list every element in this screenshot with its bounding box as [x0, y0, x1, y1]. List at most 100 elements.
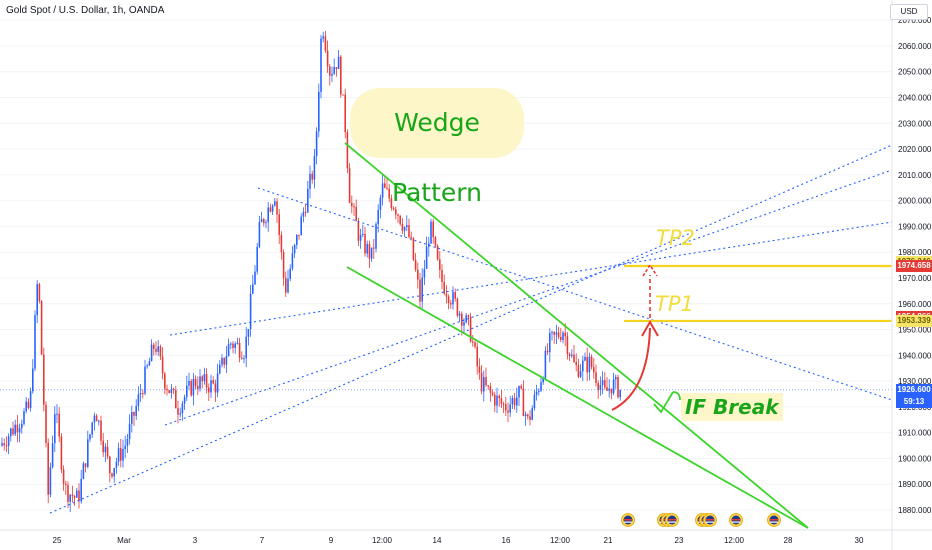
trend-lines — [0, 144, 893, 514]
candle-body — [386, 187, 388, 189]
candle-body — [313, 156, 316, 180]
us-flag-event-icon[interactable] — [695, 513, 717, 527]
candle-body — [210, 380, 212, 393]
candle-body — [531, 408, 533, 420]
candle-body — [434, 237, 437, 246]
candle-body — [144, 366, 146, 394]
y-tick-label: 1940.000 — [898, 351, 932, 360]
candle-body — [293, 244, 296, 254]
candlesticks — [1, 30, 621, 513]
candle-body — [461, 313, 463, 326]
candle-body — [573, 354, 575, 363]
currency-button[interactable]: USD — [890, 4, 928, 20]
candle-body — [509, 404, 511, 413]
us-flag-event-icon[interactable] — [767, 513, 781, 527]
price-tag: 1974.658 — [896, 259, 932, 272]
fan-line-steep — [49, 144, 893, 514]
candle-body — [551, 331, 553, 334]
candle-body — [43, 354, 45, 405]
candle-body — [465, 315, 467, 323]
candle-body — [390, 198, 393, 209]
us-flag-event-icon[interactable] — [729, 513, 743, 527]
candle-body — [219, 364, 221, 374]
candle-body — [124, 445, 126, 450]
candle-body — [25, 401, 27, 412]
candle-body — [36, 284, 38, 316]
wedge-lines — [344, 142, 809, 529]
candle-body — [150, 344, 153, 362]
candle-body — [104, 446, 107, 453]
candle-body — [113, 468, 115, 477]
candle-body — [458, 313, 461, 316]
candle-body — [423, 268, 426, 278]
candle-body — [54, 414, 56, 444]
candle-body — [318, 91, 320, 132]
candle-body — [161, 356, 164, 374]
y-tick-label: 2000.000 — [898, 197, 932, 206]
candle-body — [566, 336, 569, 354]
check-mark-icon — [653, 391, 681, 414]
flag-stripe — [668, 521, 676, 523]
candle-body — [362, 233, 364, 235]
candle-body — [443, 282, 445, 294]
candle-body — [322, 36, 324, 39]
candle-body — [166, 388, 168, 391]
candle-body — [194, 378, 197, 386]
candle-body — [518, 385, 520, 398]
price-axis[interactable]: 1880.0001890.0001900.0001910.0001920.000… — [891, 0, 932, 550]
candle-body — [606, 387, 608, 391]
candle-body — [214, 383, 217, 393]
candle-body — [197, 385, 199, 389]
candle-body — [225, 356, 228, 365]
candle-body — [89, 434, 91, 440]
candle-body — [181, 403, 184, 414]
candle-body — [256, 246, 258, 272]
candle-body — [480, 372, 483, 392]
us-flag-event-icon[interactable] — [621, 513, 635, 527]
candle-body — [201, 376, 203, 382]
candle-body — [203, 374, 206, 382]
time-axis[interactable]: 25 Mar 3 7 9 12:00 14 16 12:00 21 23 12:00 28 30 — [0, 529, 932, 545]
economic-events[interactable] — [621, 513, 781, 527]
candle-body — [324, 36, 327, 51]
tp1-arrow-head — [641, 319, 659, 337]
candle-body — [366, 244, 368, 254]
candle-body — [148, 361, 151, 366]
candle-body — [406, 225, 408, 228]
candle-body — [381, 183, 384, 198]
candle-body — [478, 366, 481, 373]
candle-body — [619, 389, 621, 398]
candle-body — [456, 298, 459, 316]
candle-body — [247, 328, 250, 337]
candle-body — [274, 201, 276, 206]
candle-body — [87, 439, 89, 467]
candle-body — [472, 341, 474, 343]
candle-body — [177, 408, 179, 415]
x-tick-label: 14 — [433, 536, 442, 545]
candle-body — [452, 292, 454, 305]
candle-body — [179, 413, 181, 415]
candle-body — [588, 356, 591, 373]
candle-body — [584, 356, 586, 361]
candle-body — [62, 469, 65, 484]
candle-body — [364, 233, 366, 254]
candle-body — [45, 404, 47, 443]
candle-body — [188, 381, 190, 386]
candle-body — [513, 397, 516, 406]
candle-body — [577, 365, 580, 377]
candle-body — [408, 225, 410, 238]
candle-body — [12, 428, 14, 435]
candle-body — [562, 332, 564, 340]
x-tick-label: 25 — [53, 536, 62, 545]
candle-body — [489, 386, 492, 393]
candle-body — [227, 344, 230, 357]
candle-body — [586, 356, 588, 373]
candle-body — [98, 420, 100, 422]
candle-body — [120, 448, 122, 461]
candle-body — [172, 388, 175, 390]
candle-body — [34, 315, 36, 369]
candle-body — [212, 380, 214, 384]
us-flag-event-icon[interactable] — [657, 513, 679, 527]
candle-body — [582, 360, 584, 372]
